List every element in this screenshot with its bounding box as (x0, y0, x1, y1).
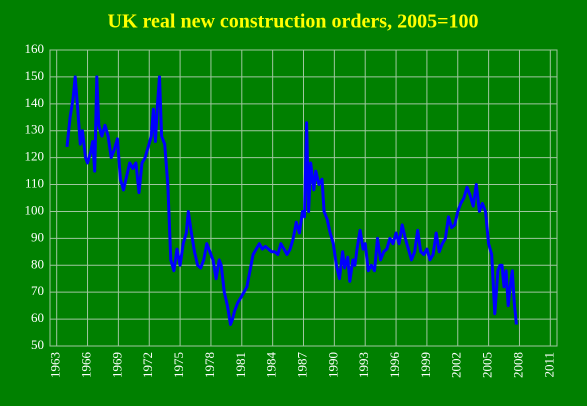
x-tick-label: 1966 (79, 352, 94, 379)
y-tick-label: 50 (31, 337, 44, 352)
x-tick-label: 1972 (140, 352, 155, 378)
chart-title: UK real new construction orders, 2005=10… (108, 11, 479, 33)
y-tick-label: 120 (25, 149, 45, 164)
x-tick-label: 1999 (418, 352, 433, 378)
x-tick-label: 2011 (541, 352, 556, 378)
x-tick-label: 1978 (202, 352, 217, 378)
y-tick-label: 70 (31, 283, 44, 298)
x-tick-label: 1981 (233, 352, 248, 378)
y-tick-label: 80 (31, 256, 44, 271)
y-tick-label: 150 (25, 68, 45, 83)
x-tick-label: 1975 (171, 352, 186, 378)
x-tick-label: 2008 (510, 352, 525, 378)
x-tick-label: 1993 (356, 352, 371, 378)
series-line (65, 75, 518, 326)
plot-border (49, 49, 558, 347)
x-tick-label: 2005 (480, 352, 495, 378)
y-tick-label: 100 (25, 202, 45, 217)
x-tick-label: 2002 (449, 352, 464, 378)
y-tick-label: 90 (31, 229, 44, 244)
y-tick-label: 110 (25, 176, 44, 191)
x-tick-label: 1984 (264, 352, 279, 379)
x-tick-label: 1969 (109, 352, 124, 378)
y-tick-label: 60 (31, 310, 44, 325)
x-tick-label: 1963 (48, 352, 63, 378)
y-tick-label: 130 (25, 122, 45, 137)
x-tick-label: 1990 (325, 352, 340, 378)
y-tick-label: 140 (25, 95, 45, 110)
x-tick-label: 1987 (294, 352, 309, 379)
y-tick-label: 160 (25, 41, 45, 56)
x-tick-label: 1996 (387, 352, 402, 379)
